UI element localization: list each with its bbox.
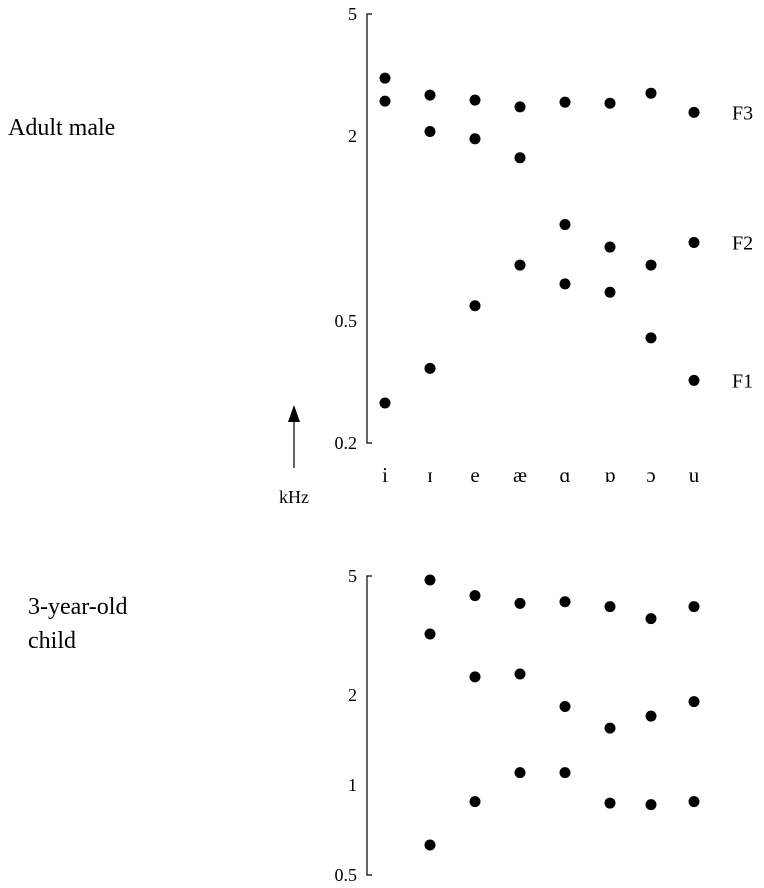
vowel-label: ɔ [646,463,655,487]
y-tick-label: 0.5 [335,311,358,331]
data-point [604,97,616,109]
data-point [514,152,526,164]
series-label: F3 [732,102,753,124]
data-point [645,613,657,625]
data-point [688,601,700,613]
data-point [379,397,391,409]
adult-male-y-axis [366,13,372,444]
data-point [559,96,571,108]
data-point [379,95,391,107]
data-point [559,767,571,779]
y-tick-label: 0.2 [335,433,358,453]
data-point [379,72,391,84]
y-tick-label: 0.5 [335,865,358,885]
y-tick-label: 2 [348,685,357,705]
data-point [645,710,657,722]
data-point [469,590,481,602]
y-unit-label: kHz [279,487,309,507]
vowel-label: ɑ [560,463,571,487]
data-point [604,722,616,734]
data-point [604,241,616,253]
data-point [688,796,700,808]
data-point [424,126,436,138]
data-point [559,596,571,608]
y-tick-label: 1 [348,775,357,795]
child-title-line-1: 3-year-old [28,594,127,620]
child-title-line-2: child [28,628,76,654]
data-point [688,374,700,386]
data-point [424,89,436,101]
y-tick-label: 5 [348,4,357,24]
data-point [514,668,526,680]
y-tick-label: 2 [348,126,357,146]
data-point [514,259,526,271]
data-point [688,106,700,118]
vowel-label: ɒ [605,463,616,487]
data-point [645,332,657,344]
data-point [559,701,571,713]
y-tick-label: 5 [348,566,357,586]
data-point [559,278,571,290]
data-point [424,839,436,851]
data-point [514,101,526,113]
kHz-arrow-icon [288,405,300,422]
series-label: F2 [732,233,753,255]
data-point [469,671,481,683]
vowel-label: ɪ [427,463,433,487]
child-panel: 3-year-old child 5 2 1 0.5 [28,566,700,885]
data-point [645,87,657,99]
data-point [645,799,657,811]
data-point [469,796,481,808]
data-point [514,597,526,609]
data-point [645,259,657,271]
data-point [469,300,481,312]
vowel-label: æ [513,463,527,487]
data-point [469,133,481,145]
data-point [424,362,436,374]
data-point [514,767,526,779]
data-point [604,797,616,809]
adult-male-panel: Adult male 5 2 0.5 0.2 i ɪ e æ ɑ ɒ ɔ u F1 F2 F3 kHz [8,4,753,507]
data-point [688,696,700,708]
vowel-label: u [689,463,700,487]
child-y-axis [366,575,372,876]
data-point [604,601,616,613]
series-label: F1 [732,370,753,392]
data-point [688,237,700,249]
vowel-label: e [470,463,479,487]
data-point [424,574,436,586]
vowel-label: i [382,463,388,487]
data-point [424,628,436,640]
data-point [469,94,481,106]
data-point [559,219,571,231]
adult-male-title: Adult male [8,115,115,141]
data-point [604,286,616,298]
